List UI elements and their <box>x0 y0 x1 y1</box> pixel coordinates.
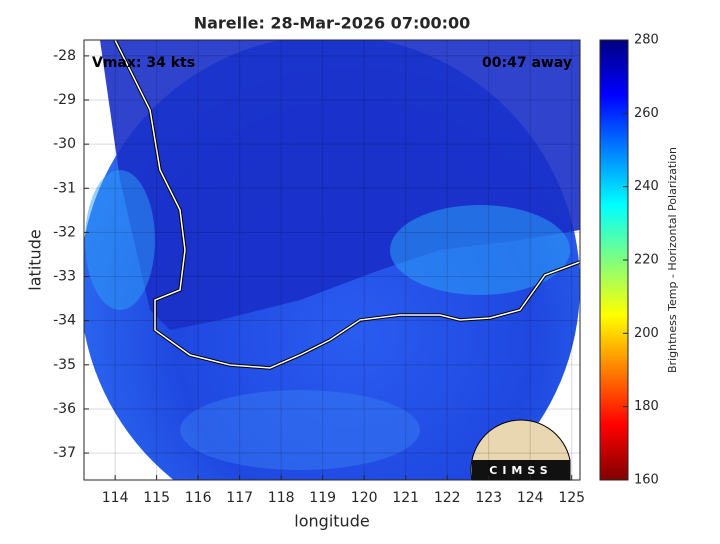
x-tick-label: 115 <box>143 490 170 506</box>
colorbar-tick-label: 220 <box>634 253 659 268</box>
colorbar-tick-label: 280 <box>634 33 659 48</box>
x-tick-label: 123 <box>475 490 502 506</box>
x-tick-label: 118 <box>268 490 295 506</box>
x-tick-label: 122 <box>434 490 461 506</box>
y-tick-label: -36 <box>53 401 76 417</box>
x-axis-label: longitude <box>294 512 369 531</box>
plot-frame <box>83 39 581 481</box>
annotation: 00:47 away <box>482 55 572 71</box>
colorbar-tick-label: 200 <box>634 326 659 341</box>
logo-text: CIMSS <box>489 464 552 477</box>
x-tick-label: 117 <box>226 490 253 506</box>
y-tick-label: -33 <box>53 269 76 285</box>
y-tick-label: -31 <box>53 180 76 196</box>
logo: CIMSS <box>470 419 571 481</box>
x-tick-label: 124 <box>517 490 544 506</box>
y-tick-label: -29 <box>53 92 76 108</box>
coastline <box>114 40 580 369</box>
y-tick-label: -28 <box>53 48 76 64</box>
annotation: Vmax: 34 kts <box>92 55 195 71</box>
swath-image <box>84 40 580 480</box>
y-tick-label: -35 <box>53 357 76 373</box>
y-tick-label: -37 <box>53 445 76 461</box>
x-tick-label: 125 <box>558 490 585 506</box>
x-tick-label: 121 <box>392 490 419 506</box>
y-axis-label: latitude <box>26 229 45 290</box>
colorbar-tick-label: 240 <box>634 179 659 194</box>
colorbar-tick-label: 180 <box>634 399 659 414</box>
chart-title: Narelle: 28-Mar-2026 07:00:00 <box>194 14 471 33</box>
colorbar-tick-label: 160 <box>634 473 659 488</box>
x-tick-label: 120 <box>351 490 378 506</box>
x-tick-label: 114 <box>102 490 129 506</box>
x-tick-label: 116 <box>185 490 212 506</box>
y-tick-label: -34 <box>53 313 76 329</box>
colorbar-label: Brightness Temp - Horizontal Polarizatio… <box>666 147 679 373</box>
x-tick-label: 119 <box>309 490 336 506</box>
colorbar-tick-label: 260 <box>634 106 659 121</box>
y-tick-label: -32 <box>53 224 76 240</box>
y-tick-label: -30 <box>53 136 76 152</box>
